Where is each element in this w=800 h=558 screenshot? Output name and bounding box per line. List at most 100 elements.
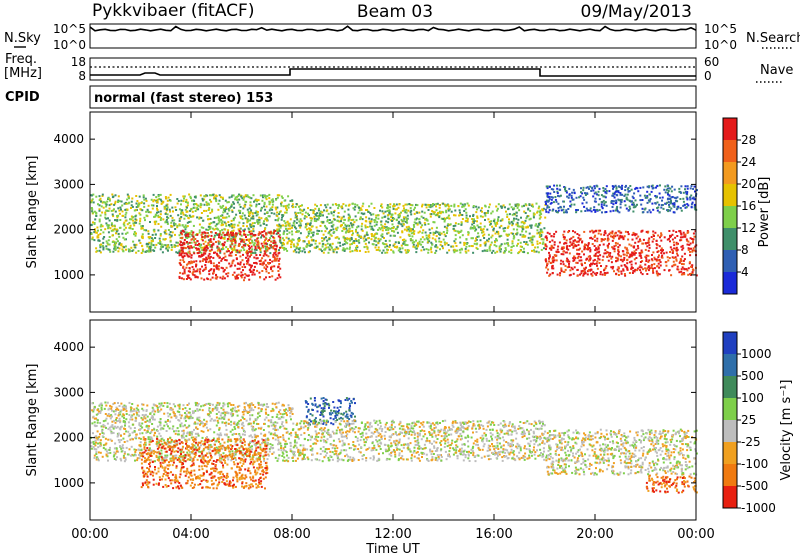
heatmap-cell — [506, 216, 508, 218]
heatmap-cell — [355, 229, 357, 231]
heatmap-cell — [613, 195, 615, 197]
heatmap-cell — [328, 222, 330, 224]
heatmap-cell — [600, 273, 602, 275]
heatmap-cell — [187, 235, 189, 237]
heatmap-cell — [544, 217, 546, 219]
heatmap-cell — [475, 229, 477, 231]
heatmap-cell — [99, 422, 101, 424]
heatmap-cell — [659, 197, 661, 199]
heatmap-cell — [412, 246, 414, 248]
heatmap-cell — [241, 276, 243, 278]
heatmap-cell — [174, 228, 176, 230]
heatmap-cell — [611, 261, 613, 263]
heatmap-cell — [185, 247, 187, 249]
heatmap-cell — [613, 270, 615, 272]
heatmap-cell — [669, 188, 671, 190]
heatmap-cell — [414, 219, 416, 221]
heatmap-cell — [504, 206, 506, 208]
heatmap-cell — [566, 252, 568, 254]
heatmap-cell — [490, 236, 492, 238]
heatmap-cell — [403, 205, 405, 207]
heatmap-cell — [254, 274, 256, 276]
heatmap-cell — [543, 239, 545, 241]
heatmap-cell — [193, 246, 195, 248]
heatmap-cell — [249, 204, 251, 206]
heatmap-cell — [278, 235, 280, 237]
heatmap-cell — [523, 251, 525, 253]
heatmap-cell — [235, 235, 237, 237]
heatmap-cell — [300, 232, 302, 234]
heatmap-cell — [674, 197, 676, 199]
heatmap-cell — [536, 251, 538, 253]
heatmap-cell — [475, 211, 477, 213]
heatmap-cell — [114, 225, 116, 227]
heatmap-cell — [285, 222, 287, 224]
heatmap-cell — [192, 211, 194, 213]
heatmap-cell — [364, 246, 366, 248]
heatmap-cell — [657, 259, 659, 261]
heatmap-cell — [374, 219, 376, 221]
heatmap-cell — [321, 240, 323, 242]
heatmap-cell — [263, 236, 265, 238]
heatmap-cell — [420, 249, 422, 251]
heatmap-cell — [165, 238, 167, 240]
heatmap-cell — [105, 206, 107, 208]
heatmap-cell — [549, 186, 551, 188]
heatmap-cell — [143, 229, 145, 231]
heatmap-cell — [557, 246, 559, 248]
heatmap-cell — [551, 188, 553, 190]
heatmap-cell — [647, 186, 649, 188]
heatmap-cell — [278, 194, 280, 196]
heatmap-cell — [367, 234, 369, 236]
heatmap-cell — [344, 219, 346, 221]
heatmap-cell — [557, 195, 559, 197]
heatmap-cell — [268, 272, 270, 274]
heatmap-cell — [546, 246, 548, 248]
heatmap-cell — [378, 247, 380, 249]
heatmap-cell — [233, 246, 235, 248]
heatmap-cell — [286, 233, 288, 235]
heatmap-cell — [384, 252, 386, 254]
freq-left-label-1: Freq. — [5, 52, 37, 67]
heatmap-cell — [248, 245, 250, 247]
heatmap-cell — [160, 233, 162, 235]
heatmap-cell — [413, 224, 415, 226]
heatmap-cell — [226, 216, 228, 218]
heatmap-cell — [405, 244, 407, 246]
heatmap-cell — [263, 195, 265, 197]
heatmap-cell — [612, 206, 614, 208]
heatmap-cell — [277, 232, 279, 234]
heatmap-cell — [690, 187, 692, 189]
heatmap-cell — [513, 235, 515, 237]
heatmap-cell — [246, 239, 248, 241]
heatmap-cell — [473, 225, 475, 227]
heatmap-cell — [332, 249, 334, 251]
heatmap-cell — [542, 243, 544, 245]
heatmap-cell — [119, 219, 121, 221]
heatmap-cell — [261, 257, 263, 259]
heatmap-cell — [233, 219, 235, 221]
heatmap-cell — [127, 194, 129, 196]
heatmap-cell — [260, 195, 262, 197]
heatmap-cell — [659, 193, 661, 195]
heatmap-cell — [377, 242, 379, 244]
heatmap-cell — [377, 214, 379, 216]
heatmap-cell — [400, 251, 402, 253]
heatmap-cell — [192, 272, 194, 274]
heatmap-cell — [679, 262, 681, 264]
heatmap-cell — [586, 202, 588, 204]
heatmap-cell — [139, 433, 141, 435]
heatmap-cell — [375, 237, 377, 239]
heatmap-cell — [175, 242, 177, 244]
heatmap-cell — [237, 262, 239, 264]
heatmap-cell — [269, 209, 271, 211]
heatmap-cell — [282, 237, 284, 239]
heatmap-cell — [313, 211, 315, 213]
heatmap-cell — [404, 209, 406, 211]
heatmap-cell — [248, 228, 250, 230]
heatmap-cell — [603, 252, 605, 254]
heatmap-cell — [155, 233, 157, 235]
heatmap-cell — [560, 195, 562, 197]
heatmap-cell — [442, 211, 444, 213]
